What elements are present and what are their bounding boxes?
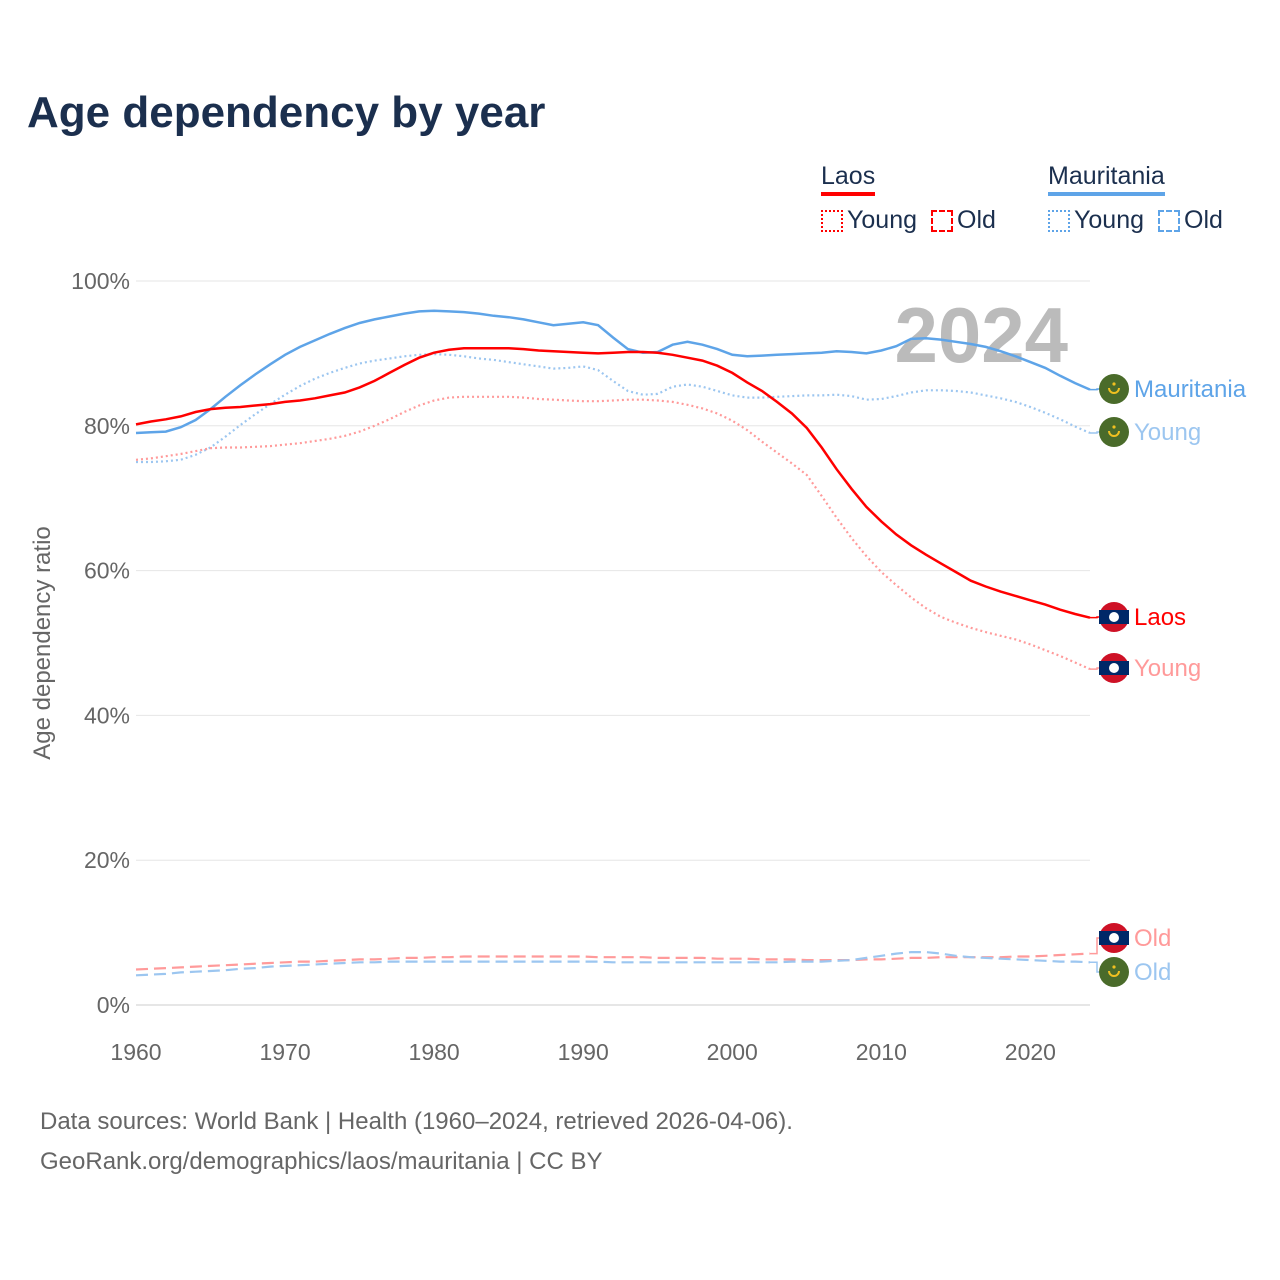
legend-mauritania-old[interactable]: Old — [1158, 206, 1223, 235]
dashed-swatch-icon — [1158, 210, 1180, 233]
legend-laos-title: Laos — [821, 162, 876, 196]
mauritania-flag-icon — [1099, 417, 1129, 447]
series-end-label: Laos — [1134, 604, 1186, 631]
page-title: Age dependency by year — [27, 88, 546, 137]
legend-mauritania: Mauritania Young Old — [1048, 162, 1223, 235]
legend-label: Young — [847, 206, 917, 234]
footer-link[interactable]: GeoRank.org/demographics/laos/mauritania… — [40, 1148, 603, 1175]
x-tick-label: 2020 — [1005, 1039, 1056, 1065]
laos-flag-icon — [1099, 602, 1129, 632]
x-tick-label: 2000 — [707, 1039, 758, 1065]
legend-label: Old — [957, 206, 996, 234]
legend-mauritania-title: Mauritania — [1048, 162, 1165, 196]
series-end-label: Old — [1134, 925, 1171, 952]
series-line-laos[interactable] — [135, 347, 1091, 619]
x-tick-label: 1980 — [409, 1039, 460, 1065]
y-tick-label: 20% — [84, 847, 130, 873]
mauritania-flag-icon — [1099, 957, 1129, 987]
series-end-label: Old — [1134, 959, 1171, 986]
dotted-swatch-icon — [821, 210, 843, 233]
series-line-mauritania[interactable] — [135, 309, 1091, 435]
series-line-laos-young[interactable] — [135, 395, 1091, 671]
y-tick-label: 0% — [97, 992, 130, 1018]
series-line-laos-old[interactable] — [135, 952, 1091, 971]
dotted-swatch-icon — [1048, 210, 1070, 233]
series-end-label: Young — [1134, 419, 1201, 446]
legend-laos-old[interactable]: Old — [931, 206, 996, 235]
y-tick-label: 100% — [71, 268, 130, 294]
x-tick-label: 1970 — [259, 1039, 310, 1065]
footer-source: Data sources: World Bank | Health (1960–… — [40, 1108, 793, 1135]
mauritania-flag-icon — [1099, 374, 1129, 404]
legend-label: Old — [1184, 206, 1223, 234]
x-tick-label: 2010 — [856, 1039, 907, 1065]
series-line-mauritania-old[interactable] — [135, 950, 1091, 977]
legend-label: Young — [1074, 206, 1144, 234]
dashed-swatch-icon — [931, 210, 953, 233]
legend-mauritania-young[interactable]: Young — [1048, 206, 1144, 235]
series-end-label: Young — [1134, 655, 1201, 682]
x-tick-label: 1990 — [558, 1039, 609, 1065]
series-end-label: Mauritania — [1134, 376, 1247, 403]
x-tick-label: 1960 — [110, 1039, 161, 1065]
legend-laos: Laos Young Old — [821, 162, 996, 235]
y-axis-label: Age dependency ratio — [29, 526, 56, 760]
y-tick-label: 80% — [84, 413, 130, 439]
legend-laos-young[interactable]: Young — [821, 206, 917, 235]
y-tick-label: 60% — [84, 558, 130, 584]
laos-flag-icon — [1099, 923, 1129, 953]
series-line-mauritania-young[interactable] — [136, 352, 1091, 464]
y-tick-label: 40% — [84, 702, 130, 728]
laos-flag-icon — [1099, 653, 1129, 683]
